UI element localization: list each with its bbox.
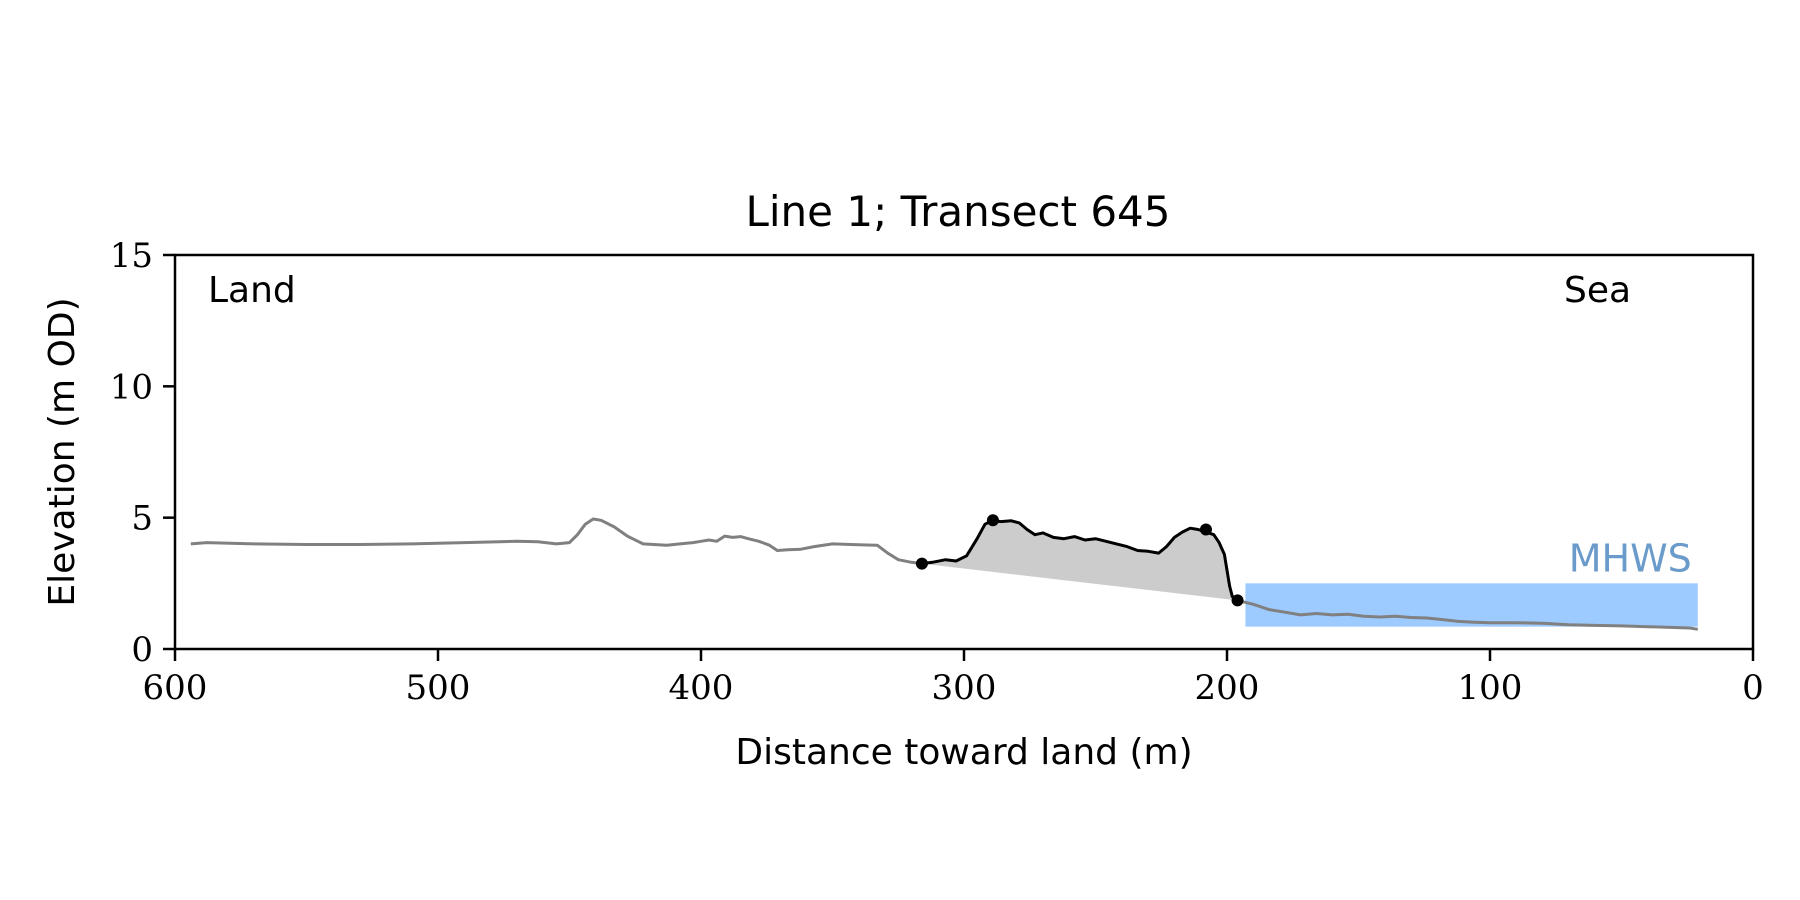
dune-fill-area bbox=[921, 520, 1238, 601]
x-tick-label: 300 bbox=[932, 668, 997, 708]
y-tick-label: 15 bbox=[110, 236, 153, 276]
x-tick-label: 200 bbox=[1195, 668, 1260, 708]
x-tick-label: 100 bbox=[1458, 668, 1523, 708]
chart-title: Line 1; Transect 645 bbox=[745, 187, 1170, 236]
x-tick-label: 500 bbox=[406, 668, 471, 708]
y-axis-label: Elevation (m OD) bbox=[42, 297, 83, 606]
dune-point bbox=[915, 557, 928, 570]
y-axis-ticks: 0 5 10 15 bbox=[110, 236, 175, 670]
plot-area bbox=[190, 514, 1699, 631]
y-tick-label: 10 bbox=[110, 367, 153, 407]
dune-point bbox=[1199, 523, 1212, 536]
dune-point bbox=[986, 514, 999, 527]
profile-line bbox=[190, 517, 923, 566]
x-axis-ticks: 600 500 400 300 200 100 0 bbox=[143, 649, 1764, 708]
x-axis-label: Distance toward land (m) bbox=[735, 732, 1192, 773]
x-tick-label: 600 bbox=[143, 668, 208, 708]
mhws-label: MHWS bbox=[1569, 536, 1692, 580]
x-tick-label: 0 bbox=[1742, 668, 1764, 708]
y-tick-label: 0 bbox=[131, 630, 153, 670]
nearshore-profile-line bbox=[1237, 598, 1699, 631]
land-label: Land bbox=[208, 270, 296, 311]
x-tick-label: 400 bbox=[669, 668, 734, 708]
y-tick-label: 5 bbox=[131, 499, 153, 539]
dune-points bbox=[915, 514, 1244, 607]
sea-label: Sea bbox=[1564, 270, 1631, 311]
mhws-band bbox=[1245, 583, 1698, 627]
dune-point bbox=[1231, 594, 1244, 607]
dune-profile-line bbox=[921, 518, 1239, 602]
